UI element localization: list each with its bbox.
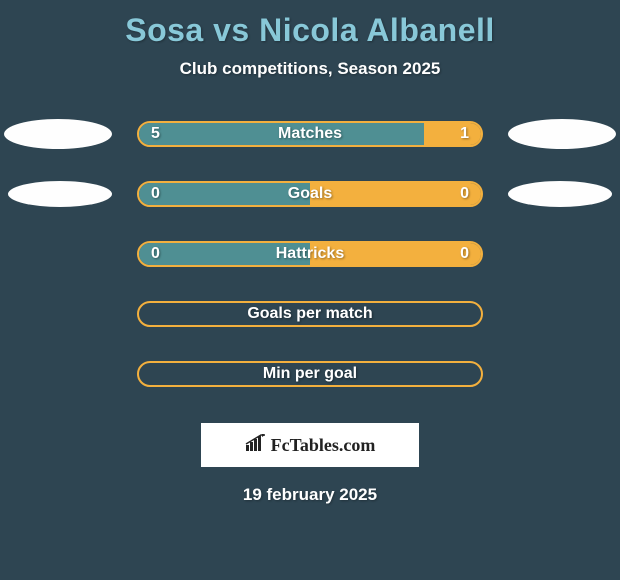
player-right-marker [508,119,616,149]
page-title: Sosa vs Nicola Albanell [0,0,620,49]
stat-label: Matches [139,125,481,143]
bar-chart-icon [245,434,267,457]
player-left-marker [4,119,112,149]
date-label: 19 february 2025 [0,485,620,505]
stat-bar: Min per goal [137,361,483,387]
stat-label: Hattricks [139,245,481,263]
stat-row: 0Hattricks0 [0,239,620,285]
stat-bar-text: Goals per match [139,303,481,325]
logo-text: FcTables.com [271,435,376,456]
stat-label: Min per goal [139,365,481,383]
logo: FcTables.com [245,434,376,457]
stat-value-left: 0 [151,185,160,203]
stat-row: Goals per match [0,299,620,345]
stat-bar-text: Min per goal [139,363,481,385]
stat-value-right: 1 [460,125,469,143]
stat-bar-text: 0Goals0 [139,183,481,205]
stat-value-left: 0 [151,245,160,263]
page-subtitle: Club competitions, Season 2025 [0,59,620,79]
stat-bar: 0Hattricks0 [137,241,483,267]
player-right-marker [508,181,612,207]
stat-value-right: 0 [460,245,469,263]
stat-label: Goals [139,185,481,203]
stat-bar: Goals per match [137,301,483,327]
stat-row: 5Matches1 [0,119,620,165]
stat-row: 0Goals0 [0,179,620,225]
stat-value-right: 0 [460,185,469,203]
player-left-marker [8,181,112,207]
stat-bar-text: 5Matches1 [139,123,481,145]
stat-bar-text: 0Hattricks0 [139,243,481,265]
stat-label: Goals per match [139,305,481,323]
stat-value-left: 5 [151,125,160,143]
logo-box: FcTables.com [201,423,419,467]
stat-bar: 5Matches1 [137,121,483,147]
stat-row: Min per goal [0,359,620,405]
stat-bar: 0Goals0 [137,181,483,207]
comparison-bars: 5Matches10Goals00Hattricks0Goals per mat… [0,119,620,405]
